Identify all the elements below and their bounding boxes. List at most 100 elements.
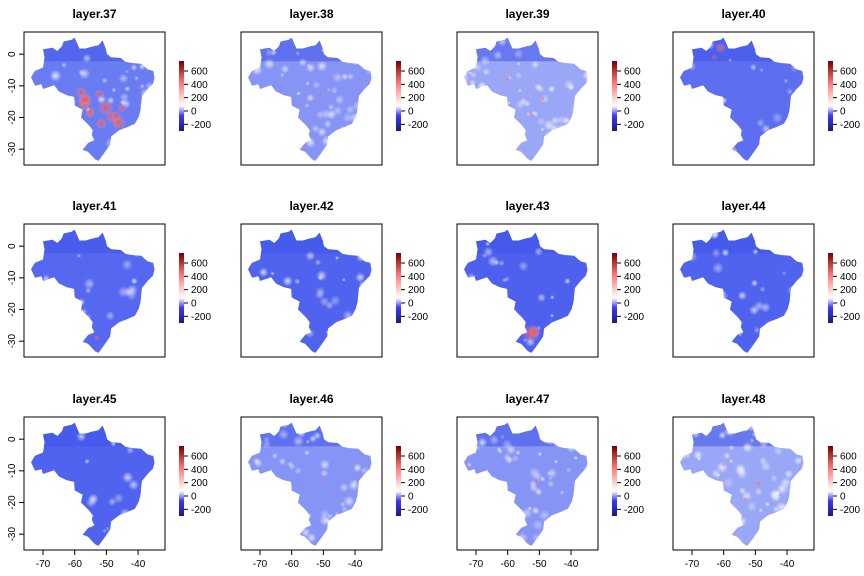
plot-frame — [672, 31, 815, 166]
colorbar-tick-label: 400 — [624, 272, 641, 283]
y-tick-label: -10 — [7, 78, 18, 93]
colorbar-tick-label: 400 — [408, 272, 425, 283]
x-tick-label: -60 — [716, 559, 731, 570]
map-panel: layer.43 600 400 200 0 -200 — [456, 199, 644, 358]
colorbar-tick-label: 0 — [408, 492, 414, 503]
colorbar-tick-label: 600 — [191, 452, 208, 463]
colorbar-tick-label: -200 — [624, 505, 644, 516]
colorbar-tick-label: 0 — [408, 107, 414, 118]
colorbar-tick-label: 200 — [408, 285, 425, 296]
colorbar-tick-label: 200 — [624, 285, 641, 296]
x-tick-label: -50 — [748, 559, 763, 570]
panel-title: layer.46 — [289, 392, 333, 406]
colorbar-legend: 600 400 200 0 -200 — [828, 61, 860, 131]
x-tick-label: -70 — [253, 559, 268, 570]
plot-frame — [456, 416, 599, 551]
colorbar-tick-label: 0 — [191, 492, 197, 503]
colorbar-tick-label: 400 — [624, 80, 641, 91]
colorbar-tick-label: -200 — [624, 120, 644, 131]
brazil-map — [248, 229, 372, 353]
panel-title: layer.48 — [721, 392, 765, 406]
colorbar-tick-label: -200 — [191, 312, 211, 323]
colorbar-tick-label: 600 — [191, 259, 208, 270]
y-tick-label: -10 — [7, 270, 18, 285]
colorbar-tick-label: 400 — [840, 80, 857, 91]
colorbar-tick-label: 0 — [624, 299, 630, 310]
brazil-map — [464, 37, 588, 161]
colorbar-tick-label: -200 — [408, 312, 428, 323]
colorbar-tick-label: -200 — [840, 505, 860, 516]
map-panel: layer.39 600 400 200 0 -200 — [456, 7, 644, 166]
x-tick-label: -50 — [532, 559, 547, 570]
colorbar-tick-label: 0 — [408, 299, 414, 310]
panel-title: layer.45 — [72, 392, 116, 406]
colorbar — [396, 61, 401, 131]
y-tick-label: 0 — [7, 51, 18, 57]
y-tick-label: -30 — [7, 334, 18, 349]
colorbar — [612, 446, 617, 516]
colorbar-legend: 600 400 200 0 -200 — [396, 61, 428, 131]
y-tick-label: -20 — [7, 110, 18, 125]
x-tick-label: -40 — [780, 559, 795, 570]
panel-title: layer.42 — [289, 199, 333, 213]
colorbar-tick-label: 0 — [624, 492, 630, 503]
colorbar-tick-label: -200 — [191, 505, 211, 516]
colorbar-tick-label: 200 — [191, 285, 208, 296]
colorbar-legend: 600 400 200 0 -200 — [828, 446, 860, 516]
colorbar-legend: 600 400 200 0 -200 — [179, 253, 211, 323]
brazil-map — [464, 229, 588, 353]
colorbar-tick-label: 200 — [840, 285, 857, 296]
colorbar — [179, 61, 184, 131]
plot-frame — [240, 31, 383, 166]
map-panel: layer.45 0 -10 -20 -30 -70 -60 -50 -40 600 400 200 0… — [7, 392, 211, 570]
colorbar-tick-label: 0 — [624, 107, 630, 118]
map-panel: layer.46 -70 -60 -50 -40 600 400 200 0 -200 — [240, 392, 428, 570]
colorbar — [179, 253, 184, 323]
colorbar-tick-label: 400 — [191, 465, 208, 476]
map-panel: layer.41 0 -10 -20 -30 600 400 200 0 -200 — [7, 199, 211, 358]
plot-frame — [672, 416, 815, 551]
panel-title: layer.44 — [721, 199, 765, 213]
colorbar-tick-label: 200 — [624, 478, 641, 489]
brazil-map — [464, 422, 588, 546]
x-tick-label: -70 — [469, 559, 484, 570]
colorbar-tick-label: -200 — [624, 312, 644, 323]
colorbar-legend: 600 400 200 0 -200 — [612, 253, 644, 323]
x-tick-label: -60 — [500, 559, 515, 570]
brazil-map — [248, 422, 372, 546]
colorbar-tick-label: 400 — [408, 465, 425, 476]
colorbar-tick-label: 400 — [408, 80, 425, 91]
colorbar-legend: 600 400 200 0 -200 — [396, 446, 428, 516]
colorbar-legend: 600 400 200 0 -200 — [396, 253, 428, 323]
y-tick-label: -20 — [7, 495, 18, 510]
panel-title: layer.39 — [505, 7, 549, 21]
colorbar-tick-label: 200 — [191, 478, 208, 489]
y-tick-label: -20 — [7, 302, 18, 317]
plot-frame — [456, 31, 599, 166]
colorbar-legend: 600 400 200 0 -200 — [612, 61, 644, 131]
y-tick-label: 0 — [7, 243, 18, 249]
map-panel: layer.40 600 400 200 0 -200 — [672, 7, 860, 166]
colorbar — [179, 446, 184, 516]
map-panel: layer.47 -70 -60 -50 -40 600 400 200 0 -200 — [456, 392, 644, 570]
colorbar-tick-label: 200 — [624, 93, 641, 104]
colorbar-tick-label: 400 — [191, 272, 208, 283]
x-tick-label: -40 — [564, 559, 579, 570]
x-tick-label: -40 — [348, 559, 363, 570]
plot-frame — [672, 223, 815, 358]
x-tick-label: -50 — [316, 559, 331, 570]
colorbar-tick-label: 600 — [840, 452, 857, 463]
colorbar-tick-label: 400 — [840, 465, 857, 476]
colorbar-tick-label: -200 — [840, 312, 860, 323]
colorbar-tick-label: 200 — [840, 478, 857, 489]
brazil-map — [680, 422, 804, 546]
colorbar-legend: 600 400 200 0 -200 — [828, 253, 860, 323]
colorbar-tick-label: -200 — [191, 120, 211, 131]
colorbar — [612, 253, 617, 323]
colorbar-tick-label: 600 — [840, 67, 857, 78]
brazil-map — [31, 37, 155, 161]
y-tick-label: -10 — [7, 463, 18, 478]
colorbar-legend: 600 400 200 0 -200 — [179, 61, 211, 131]
colorbar-tick-label: 0 — [840, 492, 846, 503]
x-tick-label: -60 — [67, 559, 82, 570]
